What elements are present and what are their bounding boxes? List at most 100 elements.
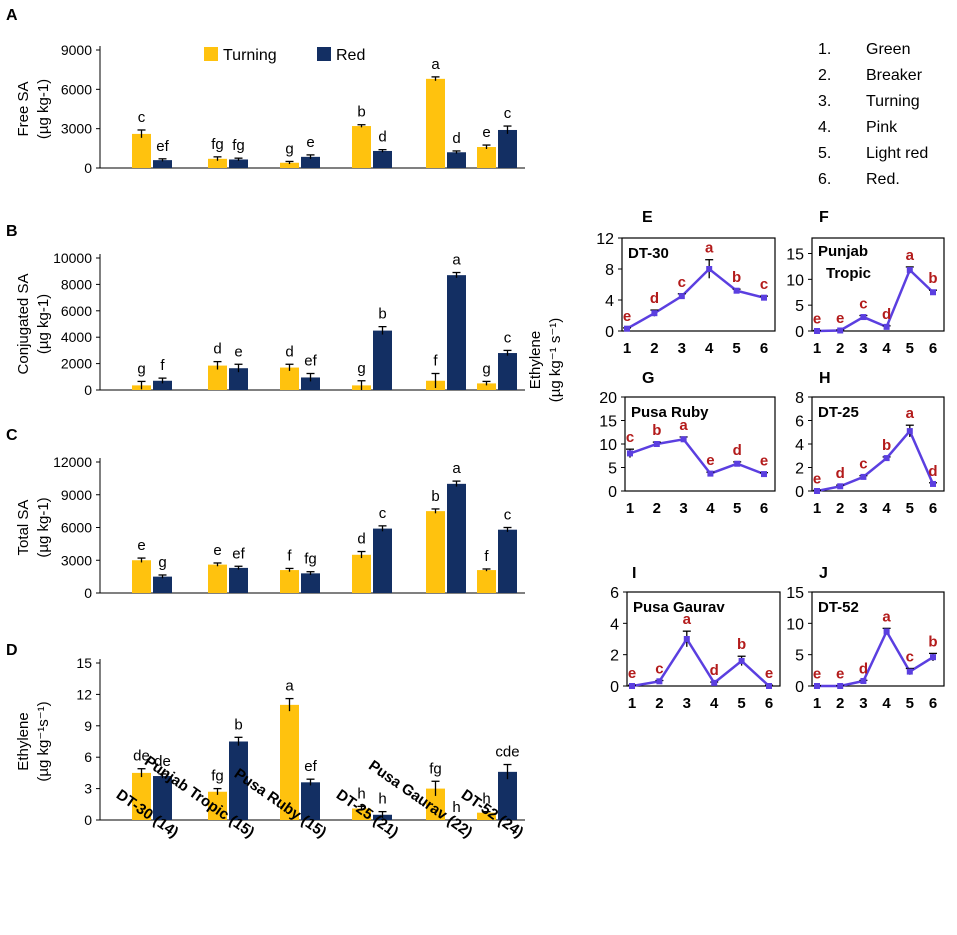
xtick-label-H-5: 6: [929, 500, 937, 517]
sig-letter-C-0-2: f: [287, 547, 292, 564]
ylabel-A: Free SA: [15, 81, 32, 136]
bar-C-turning-5: [477, 570, 496, 593]
sig-letter-D-1-1: b: [234, 716, 242, 733]
panel-letter-H: H: [819, 370, 831, 387]
sig-letter-I-3: d: [710, 662, 719, 679]
sig-letter-A-0-4: a: [431, 56, 440, 73]
sig-letter-E-0: e: [623, 308, 631, 325]
line-panel-G: G 0 5 10 15 20 1 2 3 4 5 6 Pusa Ruby c b a e d e: [599, 370, 776, 517]
sig-letter-J-0: e: [813, 666, 821, 683]
ylabel-D: Ethylene: [15, 712, 32, 770]
legend-swatch-turning: [204, 47, 218, 61]
ytick-label-J-2: 10: [786, 616, 804, 633]
plot-frame-F: [811, 237, 945, 332]
bar-legend: Turning Red: [204, 47, 365, 64]
legend-label-turning: Turning: [223, 47, 277, 64]
point-J-2: [860, 677, 867, 684]
point-H-1: [837, 483, 844, 490]
ytick-label-B-3: 6000: [61, 303, 92, 319]
point-H-4: [906, 428, 913, 435]
bar-A-red-5: [498, 129, 517, 168]
sig-letter-B-1-1: e: [234, 343, 242, 360]
right-ylabel-title: Ethylene: [527, 331, 544, 389]
bar-A-red-2: [301, 156, 320, 168]
ylabel-units-C: (µg kg-1): [35, 497, 52, 557]
sig-letter-E-2: c: [678, 274, 686, 291]
sig-letter-C-1-5: c: [504, 507, 512, 524]
ytick-label-B-2: 4000: [61, 329, 92, 345]
bar-A-red-3: [373, 150, 392, 168]
legend-label-red: Red: [336, 47, 365, 64]
sig-letter-A-1-1: fg: [232, 137, 245, 154]
line-panel-I: I 0 2 4 6 1 2 3 4 5 6 Pusa Gaurav e c a d b e: [610, 565, 781, 712]
sig-letter-A-0-0: c: [138, 109, 146, 126]
ytick-label-F-2: 10: [786, 272, 804, 289]
point-I-0: [629, 683, 635, 689]
ylabel-units-B: (µg kg-1): [35, 294, 52, 354]
bar-B-red-0: [153, 380, 172, 390]
sig-letter-D-1-5: cde: [495, 744, 519, 761]
sig-letter-C-1-1: ef: [232, 545, 245, 562]
ytick-label-D-5: 15: [76, 655, 92, 671]
sig-letter-B-0-5: g: [482, 360, 490, 377]
sig-letter-A-1-4: d: [452, 130, 460, 147]
ytick-label-A-2: 6000: [61, 81, 92, 97]
xtick-label-H-1: 2: [836, 500, 844, 517]
sig-letter-C-0-1: e: [213, 542, 221, 559]
stage-label-5: Light red: [866, 145, 928, 162]
bar-D-red-0: [153, 776, 172, 820]
ytick-label-E-3: 12: [596, 231, 614, 248]
point-J-0: [814, 683, 820, 689]
point-F-1: [837, 327, 844, 334]
point-J-3: [883, 628, 890, 635]
point-E-4: [733, 287, 740, 294]
ytick-label-F-1: 5: [795, 298, 804, 315]
xtick-label-E-3: 4: [705, 340, 714, 357]
bar-C-red-4: [447, 483, 466, 593]
sig-letter-G-0: c: [626, 429, 634, 446]
panel-letter-F: F: [819, 209, 829, 226]
sig-letter-D-0-3: h: [357, 785, 365, 802]
xtick-label-G-1: 2: [653, 500, 661, 517]
ytick-label-B-0: 0: [84, 382, 92, 398]
point-I-5: [766, 683, 772, 689]
legend-swatch-red: [317, 47, 331, 61]
ytick-label-D-1: 3: [84, 781, 92, 797]
ytick-label-B-1: 2000: [61, 356, 92, 372]
sig-letter-H-2: c: [859, 456, 867, 473]
stage-num-1: 1.: [818, 41, 831, 58]
bar-C-turning-0: [132, 560, 151, 593]
bar-D-turning-4: [426, 788, 445, 820]
xtick-label-F-1: 2: [836, 340, 844, 357]
xtick-label-G-0: 1: [626, 500, 634, 517]
point-E-0: [624, 325, 630, 332]
ytick-label-D-0: 0: [84, 812, 92, 828]
bar-C-red-2: [301, 573, 320, 593]
sig-letter-A-0-5: e: [482, 124, 490, 141]
stage-label-6: Red.: [866, 171, 900, 188]
ytick-label-C-2: 6000: [61, 520, 92, 536]
series-line-I: [631, 636, 770, 688]
stage-num-3: 3.: [818, 93, 831, 110]
xtick-label-I-2: 3: [683, 695, 691, 712]
bar-C-turning-4: [426, 511, 445, 593]
ylabel-group-B: Conjugated SA (µg kg-1): [15, 274, 52, 375]
sig-letter-J-1: e: [836, 666, 844, 683]
point-J-5: [930, 654, 936, 661]
bar-A-red-4: [447, 152, 466, 168]
ytick-label-E-1: 4: [605, 293, 614, 310]
point-F-3: [883, 323, 890, 330]
sig-letter-A-0-2: g: [285, 140, 293, 157]
bar-D-turning-2: [280, 704, 299, 820]
stage-label-3: Turning: [866, 93, 920, 110]
xtick-label-H-4: 5: [906, 500, 914, 517]
ytick-label-C-3: 9000: [61, 487, 92, 503]
xtick-label-E-5: 6: [760, 340, 768, 357]
series-line-H: [816, 428, 935, 493]
point-H-5: [930, 480, 936, 487]
bar-A-turning-5: [477, 147, 496, 168]
sig-letter-H-1: d: [836, 465, 845, 482]
